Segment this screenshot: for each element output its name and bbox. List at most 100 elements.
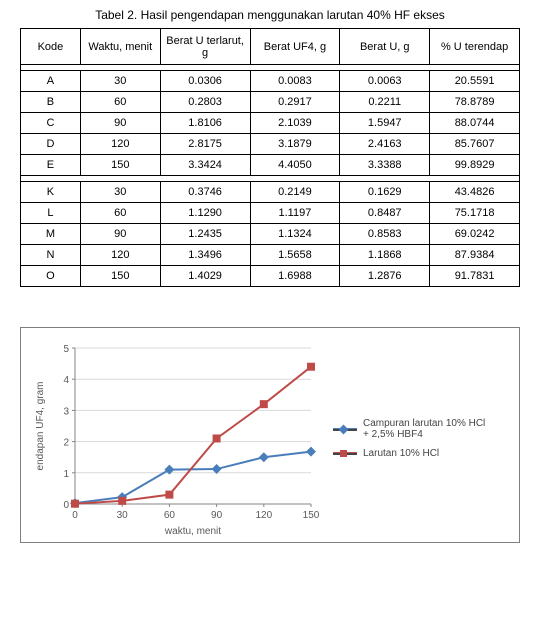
table-cell: 0.8487 [340, 203, 430, 224]
column-header: Waktu, menit [80, 29, 160, 65]
table-cell: 3.1879 [250, 134, 340, 155]
table-cell: 0.0083 [250, 71, 340, 92]
table-cell: 85.7607 [430, 134, 520, 155]
table-cell: 43.4826 [430, 182, 520, 203]
table-cell: 1.2435 [160, 224, 250, 245]
table-cell: 0.0063 [340, 71, 430, 92]
svg-text:1: 1 [63, 469, 69, 480]
svg-text:0: 0 [63, 500, 69, 511]
column-header: Berat UF4, g [250, 29, 340, 65]
svg-text:30: 30 [117, 510, 129, 521]
table-cell: 1.3496 [160, 245, 250, 266]
legend-item: Campuran larutan 10% HCl + 2,5% HBF4 [333, 418, 493, 440]
table-cell: 1.1324 [250, 224, 340, 245]
table-cell: 0.2803 [160, 92, 250, 113]
table-cell: 1.4029 [160, 266, 250, 287]
table-cell: 30 [80, 71, 160, 92]
table-cell: L [21, 203, 81, 224]
legend-swatch [333, 452, 357, 454]
table-cell: E [21, 155, 81, 176]
table-cell: 2.8175 [160, 134, 250, 155]
column-header: Kode [21, 29, 81, 65]
table-cell: 88.0744 [430, 113, 520, 134]
table-cell: 1.1197 [250, 203, 340, 224]
svg-text:2: 2 [63, 438, 69, 449]
table-cell: 0.2917 [250, 92, 340, 113]
table-row: O1501.40291.69881.287691.7831 [21, 266, 520, 287]
svg-text:endapan UF4, gram: endapan UF4, gram [35, 382, 46, 471]
table-cell: 0.2211 [340, 92, 430, 113]
table-cell: 1.5658 [250, 245, 340, 266]
table-row: L601.12901.11970.848775.1718 [21, 203, 520, 224]
table-cell: 30 [80, 182, 160, 203]
table-cell: D [21, 134, 81, 155]
chart-container: 0123450306090120150waktu, menitendapan U… [20, 327, 520, 543]
table-cell: 0.0306 [160, 71, 250, 92]
column-header: Berat U, g [340, 29, 430, 65]
table-cell: M [21, 224, 81, 245]
table-row: N1201.34961.56581.186887.9384 [21, 245, 520, 266]
table-cell: 2.4163 [340, 134, 430, 155]
table-row: E1503.34244.40503.338899.8929 [21, 155, 520, 176]
table-cell: 1.1868 [340, 245, 430, 266]
table-cell: 60 [80, 92, 160, 113]
svg-text:120: 120 [255, 510, 272, 521]
table-cell: N [21, 245, 81, 266]
column-header: % U terendap [430, 29, 520, 65]
table-row: A300.03060.00830.006320.5591 [21, 71, 520, 92]
chart-legend: Campuran larutan 10% HCl + 2,5% HBF4 Laru… [333, 410, 493, 467]
legend-label: Campuran larutan 10% HCl + 2,5% HBF4 [363, 418, 493, 440]
table-cell: 1.1290 [160, 203, 250, 224]
table-row: K300.37460.21490.162943.4826 [21, 182, 520, 203]
table-cell: O [21, 266, 81, 287]
table-cell: 1.2876 [340, 266, 430, 287]
data-table: KodeWaktu, menitBerat U terlarut, gBerat… [20, 28, 520, 287]
table-cell: 4.4050 [250, 155, 340, 176]
table-cell: 3.3388 [340, 155, 430, 176]
table-row: B600.28030.29170.221178.8789 [21, 92, 520, 113]
table-cell: 1.6988 [250, 266, 340, 287]
legend-label: Larutan 10% HCl [363, 448, 439, 459]
legend-swatch [333, 428, 357, 430]
table-cell: 0.3746 [160, 182, 250, 203]
svg-text:0: 0 [72, 510, 78, 521]
table-cell: 3.3424 [160, 155, 250, 176]
table-cell: 150 [80, 266, 160, 287]
table-caption: Tabel 2. Hasil pengendapan menggunakan l… [20, 8, 520, 22]
svg-text:4: 4 [63, 375, 69, 386]
table-cell: 0.8583 [340, 224, 430, 245]
table-header-row: KodeWaktu, menitBerat U terlarut, gBerat… [21, 29, 520, 65]
table-cell: 120 [80, 134, 160, 155]
table-cell: C [21, 113, 81, 134]
table-cell: 1.8106 [160, 113, 250, 134]
table-cell: 99.8929 [430, 155, 520, 176]
table-cell: 78.8789 [430, 92, 520, 113]
table-cell: 90 [80, 113, 160, 134]
table-cell: 87.9384 [430, 245, 520, 266]
table-cell: 20.5591 [430, 71, 520, 92]
table-cell: 69.0242 [430, 224, 520, 245]
table-cell: 0.2149 [250, 182, 340, 203]
table-cell: 90 [80, 224, 160, 245]
table-cell: 91.7831 [430, 266, 520, 287]
table-cell: 1.5947 [340, 113, 430, 134]
table-cell: 150 [80, 155, 160, 176]
table-cell: A [21, 71, 81, 92]
line-chart: 0123450306090120150waktu, menitendapan U… [29, 338, 329, 538]
svg-text:60: 60 [164, 510, 176, 521]
column-header: Berat U terlarut, g [160, 29, 250, 65]
table-cell: 60 [80, 203, 160, 224]
table-cell: 0.1629 [340, 182, 430, 203]
legend-item: Larutan 10% HCl [333, 448, 493, 459]
svg-text:90: 90 [211, 510, 223, 521]
table-row: D1202.81753.18792.416385.7607 [21, 134, 520, 155]
svg-text:waktu, menit: waktu, menit [164, 526, 221, 537]
table-cell: K [21, 182, 81, 203]
svg-text:5: 5 [63, 344, 69, 355]
table-cell: B [21, 92, 81, 113]
table-cell: 75.1718 [430, 203, 520, 224]
svg-text:150: 150 [303, 510, 320, 521]
table-cell: 2.1039 [250, 113, 340, 134]
table-cell: 120 [80, 245, 160, 266]
table-row: C901.81062.10391.594788.0744 [21, 113, 520, 134]
